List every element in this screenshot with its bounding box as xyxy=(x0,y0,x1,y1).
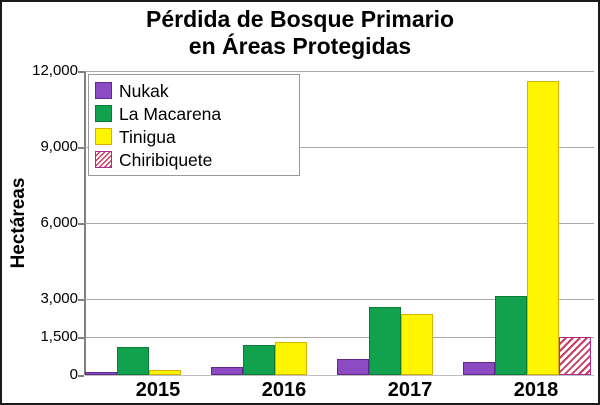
y-tick-12-000 xyxy=(78,71,84,73)
legend-item-la-macarena: La Macarena xyxy=(95,102,293,125)
legend-item-nukak: Nukak xyxy=(95,79,293,102)
y-tick-1-500 xyxy=(78,337,84,339)
gridline-3-000 xyxy=(85,298,594,300)
bar-tinigua-2015 xyxy=(149,370,181,375)
bar-nukak-2016 xyxy=(211,367,243,375)
bar-la-macarena-2016 xyxy=(243,345,275,375)
bar-la-macarena-2018 xyxy=(495,296,527,375)
legend-item-tinigua: Tinigua xyxy=(95,125,293,148)
legend-label-nukak: Nukak xyxy=(119,80,169,101)
plot-area xyxy=(84,70,594,376)
legend: Nukak La Macarena Tinigua Chiribiquete xyxy=(88,74,300,176)
legend-swatch-chiribiquete xyxy=(95,151,112,168)
y-tick-label-12-000: 12,000 xyxy=(32,62,78,79)
y-axis-line xyxy=(84,71,86,375)
y-tick-label-9-000: 9,000 xyxy=(40,138,78,155)
y-tick-label-3-000: 3,000 xyxy=(40,290,78,307)
legend-swatch-nukak xyxy=(95,82,112,99)
chart-title-line1: Pérdida de Bosque Primario xyxy=(145,6,455,32)
chart-title-line2: en Áreas Protegidas xyxy=(188,33,412,59)
x-label-2016: 2016 xyxy=(261,379,307,401)
bar-la-macarena-2017 xyxy=(369,307,401,375)
legend-label-la-macarena: La Macarena xyxy=(119,103,222,124)
gridline-9-000 xyxy=(85,146,594,148)
legend-swatch-tinigua xyxy=(95,128,112,145)
y-tick-9-000 xyxy=(78,147,84,149)
bar-nukak-2015 xyxy=(85,372,117,375)
bar-nukak-2017 xyxy=(337,359,369,375)
y-tick-label-0: 0 xyxy=(69,366,78,383)
legend-item-chiribiquete: Chiribiquete xyxy=(95,148,293,171)
legend-label-chiribiquete: Chiribiquete xyxy=(119,149,213,170)
y-tick-0 xyxy=(78,375,84,377)
gridline-1-500 xyxy=(85,336,594,338)
bar-tinigua-2016 xyxy=(275,342,307,375)
legend-swatch-la-macarena xyxy=(95,105,112,122)
bar-chiribiquete-2018 xyxy=(559,337,591,375)
x-label-2015: 2015 xyxy=(135,379,181,401)
bar-tinigua-2018 xyxy=(527,81,559,375)
gridline-12-000 xyxy=(85,70,594,72)
y-tick-6-000 xyxy=(78,223,84,225)
bar-tinigua-2017 xyxy=(401,314,433,375)
legend-label-tinigua: Tinigua xyxy=(119,126,176,147)
y-tick-label-6-000: 6,000 xyxy=(40,214,78,231)
x-label-2017: 2017 xyxy=(387,379,433,401)
gridline-6-000 xyxy=(85,222,594,224)
y-tick-label-1-500: 1,500 xyxy=(40,328,78,345)
chart-title: Pérdida de Bosque Primario en Áreas Prot… xyxy=(2,6,598,60)
bar-nukak-2018 xyxy=(463,362,495,375)
x-axis-line xyxy=(85,374,594,376)
x-label-2018: 2018 xyxy=(513,379,559,401)
y-tick-3-000 xyxy=(78,299,84,301)
bar-la-macarena-2015 xyxy=(117,347,149,375)
